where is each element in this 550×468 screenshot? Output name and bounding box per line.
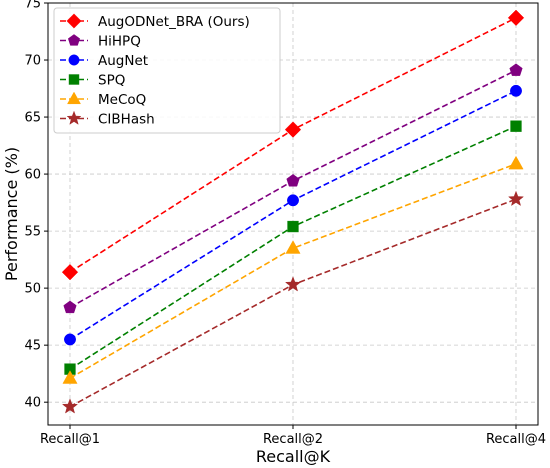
data-point: [287, 194, 299, 207]
x-tick-label: Recall@4: [486, 432, 546, 447]
y-tick-label: 55: [24, 225, 41, 240]
legend-label: CIBHash: [98, 112, 155, 128]
legend-box: [53, 7, 281, 134]
y-axis-label: Performance (%): [2, 147, 21, 281]
legend-marker: [68, 54, 80, 66]
legend-marker: [67, 91, 81, 105]
data-point: [287, 220, 299, 233]
y-tick-label: 50: [24, 282, 41, 297]
legend-label: AugODNet_BRA (Ours): [98, 14, 250, 30]
y-tick-label: 75: [24, 0, 41, 12]
y-tick-label: 60: [24, 168, 41, 183]
data-point: [63, 300, 77, 314]
data-point: [508, 155, 524, 170]
data-point: [284, 121, 302, 138]
x-tick-label: Recall@1: [40, 432, 100, 447]
legend-marker: [67, 34, 81, 46]
legend-label: MeCoQ: [98, 92, 146, 108]
y-tick-label: 45: [24, 339, 41, 354]
data-point: [510, 84, 522, 97]
legend-label: SPQ: [98, 73, 125, 89]
y-tick-label: 65: [24, 111, 41, 126]
y-tick-label: 40: [24, 396, 41, 411]
x-tick-label: Recall@2: [263, 432, 323, 447]
data-point: [61, 398, 79, 414]
x-axis-label: Recall@K: [256, 447, 331, 466]
data-point: [286, 174, 300, 187]
data-point: [507, 9, 525, 26]
legend-marker: [68, 74, 80, 85]
data-point: [284, 276, 302, 292]
data-point: [61, 264, 79, 281]
data-point: [285, 240, 301, 254]
legend: AugODNet_BRA (Ours) HiHPQ AugNet SPQ MeCoQ CI…: [53, 7, 281, 134]
legend-label: AugNet: [98, 53, 148, 69]
series-markers: [61, 9, 525, 414]
series-line: [69, 163, 517, 379]
y-axis: 40 45 50 55 60 65 70 75: [24, 0, 48, 411]
data-point: [509, 63, 523, 76]
x-axis: Recall@1 Recall@2 Recall@4: [40, 425, 546, 447]
legend-label: HiHPQ: [98, 34, 141, 50]
y-tick-label: 70: [24, 54, 41, 69]
data-point: [62, 370, 78, 384]
data-point: [64, 333, 76, 346]
data-point: [507, 190, 525, 207]
data-point: [510, 120, 522, 132]
legend-marker: [66, 110, 82, 125]
legend-marker: [66, 13, 82, 29]
